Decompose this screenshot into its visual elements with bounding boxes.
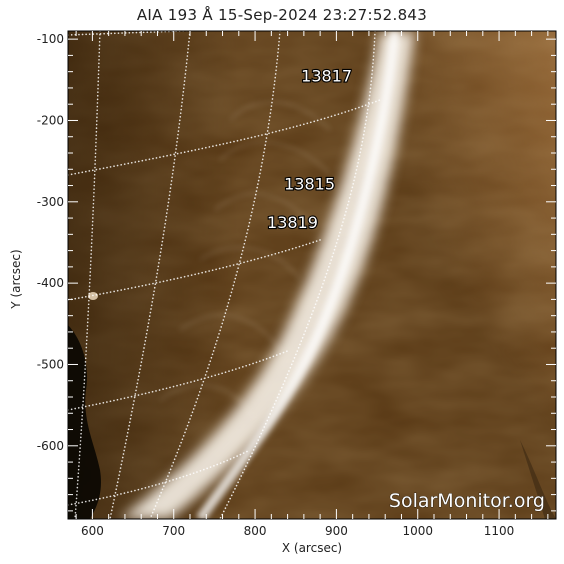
x-tick-label: 900: [325, 524, 348, 538]
y-tick-label: -300: [37, 195, 64, 209]
active-region-label: 13819: [267, 213, 318, 232]
solar-image: [68, 31, 556, 519]
x-tick-label: 600: [81, 524, 104, 538]
x-tick-label: 800: [244, 524, 267, 538]
active-region-label: 13815: [284, 175, 335, 194]
y-tick-label: -600: [37, 439, 64, 453]
watermark-text: SolarMonitor.org: [389, 490, 545, 512]
active-region-label: 13817: [301, 66, 352, 85]
y-axis-label: Y (arcsec): [9, 249, 23, 309]
y-tick-label: -500: [37, 357, 64, 371]
x-tick-label: 1000: [402, 524, 433, 538]
y-tick-label: -200: [37, 113, 64, 127]
heliographic-grid: [68, 31, 381, 519]
plot-frame: [67, 30, 557, 520]
y-tick-label: -400: [37, 276, 64, 290]
y-tick-label: -100: [37, 32, 64, 46]
x-tick-label: 1100: [484, 524, 515, 538]
x-tick-label: 700: [162, 524, 185, 538]
x-axis-label: X (arcsec): [281, 541, 343, 555]
plot-title: AIA 193 Å 15-Sep-2024 23:27:52.843: [136, 6, 428, 24]
